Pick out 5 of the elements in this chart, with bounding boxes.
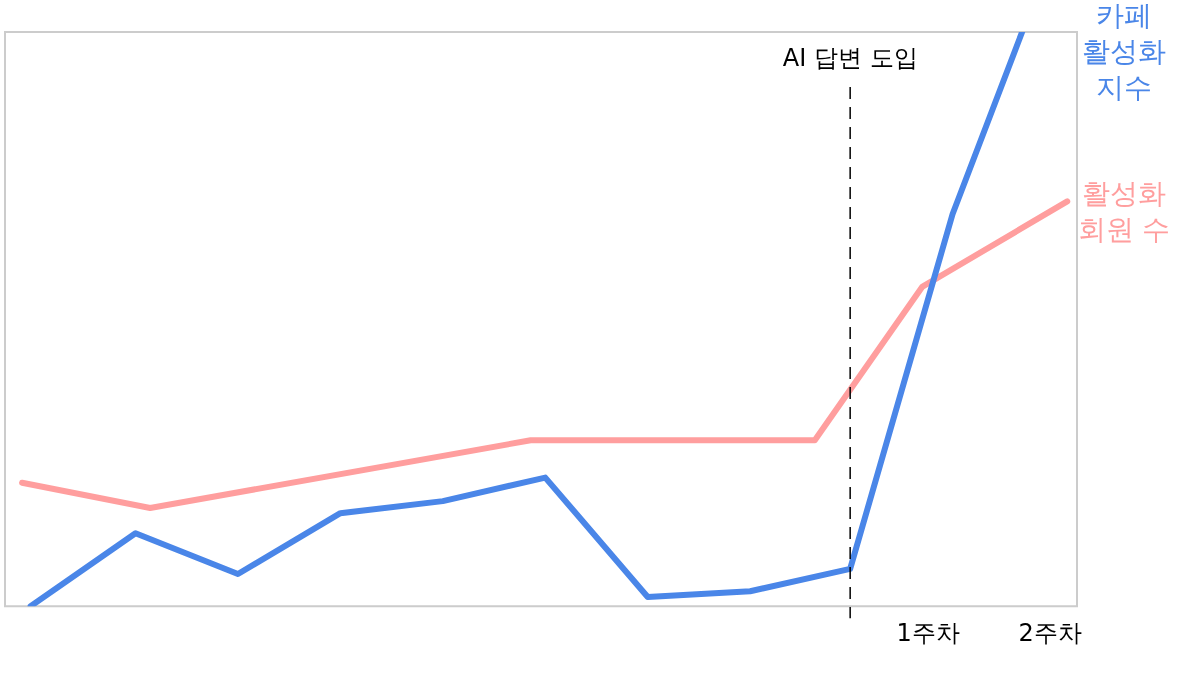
text: 카페 활성화 지수 — [1082, 0, 1166, 105]
series-label: 활성화 회원 수 — [1077, 176, 1171, 246]
x-tick-label: 1주차 — [896, 618, 960, 647]
x-tick-label: 2주차 — [1018, 618, 1082, 647]
ref-line-label: AI 답변 도입 — [782, 44, 918, 73]
